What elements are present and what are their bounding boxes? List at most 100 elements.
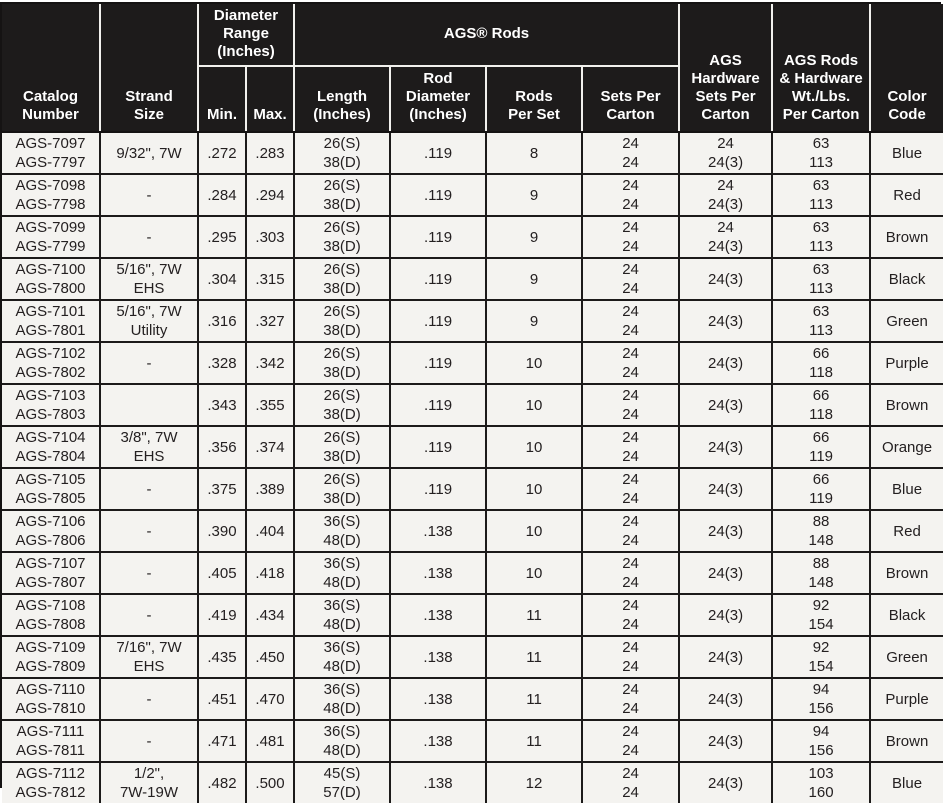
color-code-cell: Black xyxy=(870,258,944,301)
hardware-sets-per-carton-cell: 24(3) xyxy=(679,468,774,511)
color-code-cell: Blue xyxy=(870,762,944,803)
color-code-cell: Red xyxy=(870,510,944,553)
rods-per-set-cell: 11 xyxy=(486,594,584,637)
rods-per-set-cell: 11 xyxy=(486,720,584,763)
table-row: AGS-7101 AGS-7801 5/16", 7W Utility .316… xyxy=(2,300,944,343)
min-diameter-cell: .284 xyxy=(198,174,247,217)
color-code-cell: Orange xyxy=(870,426,944,469)
min-diameter-cell: .316 xyxy=(198,300,247,343)
rod-diameter-cell: .138 xyxy=(390,762,488,803)
weight-per-carton-cell: 103 160 xyxy=(772,762,872,803)
rod-length-cell: 36(S) 48(D) xyxy=(294,636,392,679)
color-code-cell: Brown xyxy=(870,216,944,259)
rods-per-set-cell: 10 xyxy=(486,468,584,511)
catalog-number-cell: AGS-7111 AGS-7811 xyxy=(2,720,101,763)
rods-per-set-cell: 9 xyxy=(486,300,584,343)
weight-per-carton-cell: 63 113 xyxy=(772,174,872,217)
catalog-number-cell: AGS-7099 AGS-7799 xyxy=(2,216,101,259)
color-code-cell: Purple xyxy=(870,678,944,721)
hardware-sets-per-carton-cell: 24(3) xyxy=(679,342,774,385)
table-row: AGS-7107 AGS-7807 - .405 .418 36(S) 48(D… xyxy=(2,552,944,595)
min-diameter-cell: .471 xyxy=(198,720,247,763)
min-diameter-cell: .435 xyxy=(198,636,247,679)
color-code-cell: Red xyxy=(870,174,944,217)
sets-per-carton-cell: 24 24 xyxy=(582,258,681,301)
sets-per-carton-cell: 24 24 xyxy=(582,174,681,217)
min-diameter-cell: .390 xyxy=(198,510,247,553)
header-length: Length (Inches) xyxy=(294,66,392,133)
weight-per-carton-cell: 88 148 xyxy=(772,510,872,553)
rods-per-set-cell: 8 xyxy=(486,132,584,175)
sets-per-carton-cell: 24 24 xyxy=(582,300,681,343)
header-row-subcolumns: Min. Max. Length (Inches) Rod Diameter (… xyxy=(2,66,943,133)
min-diameter-cell: .272 xyxy=(198,132,247,175)
sets-per-carton-cell: 24 24 xyxy=(582,468,681,511)
min-diameter-cell: .482 xyxy=(198,762,247,803)
color-code-cell: Brown xyxy=(870,720,944,763)
max-diameter-cell: .481 xyxy=(246,720,296,763)
hardware-sets-per-carton-cell: 24(3) xyxy=(679,636,774,679)
header-ags-rods-hardware-weight: AGS Rods & Hardware Wt./Lbs. Per Carton xyxy=(772,4,872,133)
table-row: AGS-7111 AGS-7811 - .471 .481 36(S) 48(D… xyxy=(2,720,944,763)
min-diameter-cell: .419 xyxy=(198,594,247,637)
min-diameter-cell: .356 xyxy=(198,426,247,469)
min-diameter-cell: .405 xyxy=(198,552,247,595)
rod-diameter-cell: .119 xyxy=(390,258,488,301)
weight-per-carton-cell: 66 118 xyxy=(772,384,872,427)
hardware-sets-per-carton-cell: 24(3) xyxy=(679,762,774,803)
rod-diameter-cell: .138 xyxy=(390,636,488,679)
rod-diameter-cell: .119 xyxy=(390,468,488,511)
catalog-number-cell: AGS-7106 AGS-7806 xyxy=(2,510,101,553)
max-diameter-cell: .434 xyxy=(246,594,296,637)
strand-size-cell: 3/8", 7W EHS xyxy=(100,426,199,469)
strand-size-cell: 5/16", 7W Utility xyxy=(100,300,199,343)
min-diameter-cell: .343 xyxy=(198,384,247,427)
table-row: AGS-7105 AGS-7805 - .375 .389 26(S) 38(D… xyxy=(2,468,944,511)
strand-size-cell: 1/2", 7W-19W xyxy=(100,762,199,803)
max-diameter-cell: .450 xyxy=(246,636,296,679)
table-row: AGS-7097 AGS-7797 9/32", 7W .272 .283 26… xyxy=(2,132,944,175)
rod-length-cell: 36(S) 48(D) xyxy=(294,594,392,637)
catalog-number-cell: AGS-7100 AGS-7800 xyxy=(2,258,101,301)
sets-per-carton-cell: 24 24 xyxy=(582,342,681,385)
rod-length-cell: 26(S) 38(D) xyxy=(294,216,392,259)
rod-diameter-cell: .138 xyxy=(390,552,488,595)
sets-per-carton-cell: 24 24 xyxy=(582,636,681,679)
rods-per-set-cell: 10 xyxy=(486,510,584,553)
min-diameter-cell: .304 xyxy=(198,258,247,301)
strand-size-cell: - xyxy=(100,468,199,511)
weight-per-carton-cell: 63 113 xyxy=(772,300,872,343)
max-diameter-cell: .470 xyxy=(246,678,296,721)
weight-per-carton-cell: 63 113 xyxy=(772,132,872,175)
max-diameter-cell: .355 xyxy=(246,384,296,427)
catalog-number-cell: AGS-7108 AGS-7808 xyxy=(2,594,101,637)
sets-per-carton-cell: 24 24 xyxy=(582,384,681,427)
max-diameter-cell: .404 xyxy=(246,510,296,553)
rod-length-cell: 26(S) 38(D) xyxy=(294,132,392,175)
catalog-number-cell: AGS-7105 AGS-7805 xyxy=(2,468,101,511)
catalog-number-cell: AGS-7102 AGS-7802 xyxy=(2,342,101,385)
rod-length-cell: 45(S) 57(D) xyxy=(294,762,392,803)
max-diameter-cell: .283 xyxy=(246,132,296,175)
min-diameter-cell: .375 xyxy=(198,468,247,511)
catalog-number-cell: AGS-7112 AGS-7812 xyxy=(2,762,101,803)
header-diameter-range-group: Diameter Range (Inches) xyxy=(198,4,296,67)
weight-per-carton-cell: 63 113 xyxy=(772,216,872,259)
table-row: AGS-7099 AGS-7799 - .295 .303 26(S) 38(D… xyxy=(2,216,944,259)
header-ags-hardware-sets: AGS Hardware Sets Per Carton xyxy=(679,4,774,133)
header-rods-per-set: Rods Per Set xyxy=(486,66,584,133)
sets-per-carton-cell: 24 24 xyxy=(582,552,681,595)
header-color-code: Color Code xyxy=(870,4,944,133)
strand-size-cell: 9/32", 7W xyxy=(100,132,199,175)
table-row: AGS-7102 AGS-7802 - .328 .342 26(S) 38(D… xyxy=(2,342,944,385)
ags-rods-spec-table: Catalog Number Strand Size Diameter Rang… xyxy=(2,4,944,803)
table-row: AGS-7106 AGS-7806 - .390 .404 36(S) 48(D… xyxy=(2,510,944,553)
rod-diameter-cell: .119 xyxy=(390,426,488,469)
strand-size-cell: - xyxy=(100,342,199,385)
color-code-cell: Blue xyxy=(870,468,944,511)
catalog-number-cell: AGS-7109 AGS-7809 xyxy=(2,636,101,679)
min-diameter-cell: .328 xyxy=(198,342,247,385)
header-strand-size: Strand Size xyxy=(100,4,199,133)
table-row: AGS-7112 AGS-7812 1/2", 7W-19W .482 .500… xyxy=(2,762,944,803)
